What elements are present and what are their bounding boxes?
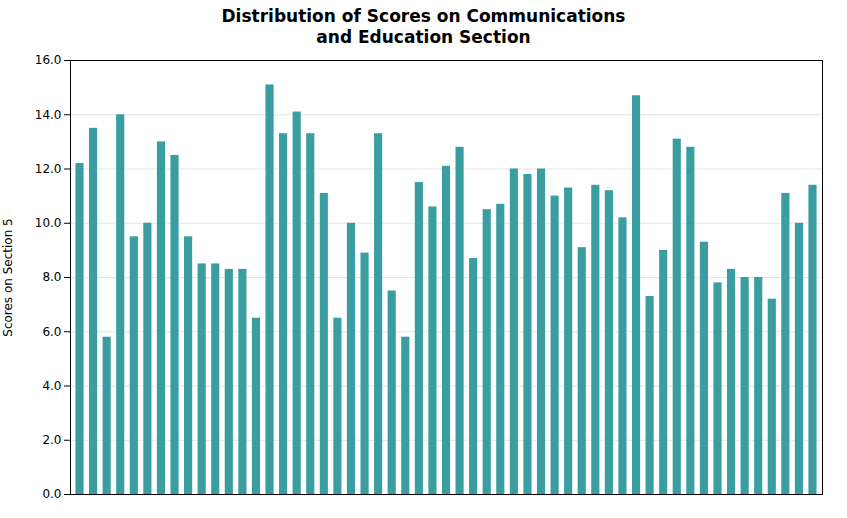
svg-text:10.0: 10.0 [35,216,62,230]
svg-text:8.0: 8.0 [42,270,61,284]
svg-text:12.0: 12.0 [35,162,62,176]
svg-text:16.0: 16.0 [35,53,62,67]
svg-text:6.0: 6.0 [42,325,61,339]
svg-text:Scores on Section 5: Scores on Section 5 [1,218,15,336]
svg-text:4.0: 4.0 [42,379,61,393]
svg-text:0.0: 0.0 [42,487,61,501]
html-text:Distribution of Scores on Comm: Distribution of Scores on Communications… [221,6,626,47]
svg-text:2.0: 2.0 [42,433,61,447]
svg-text:14.0: 14.0 [35,108,62,122]
